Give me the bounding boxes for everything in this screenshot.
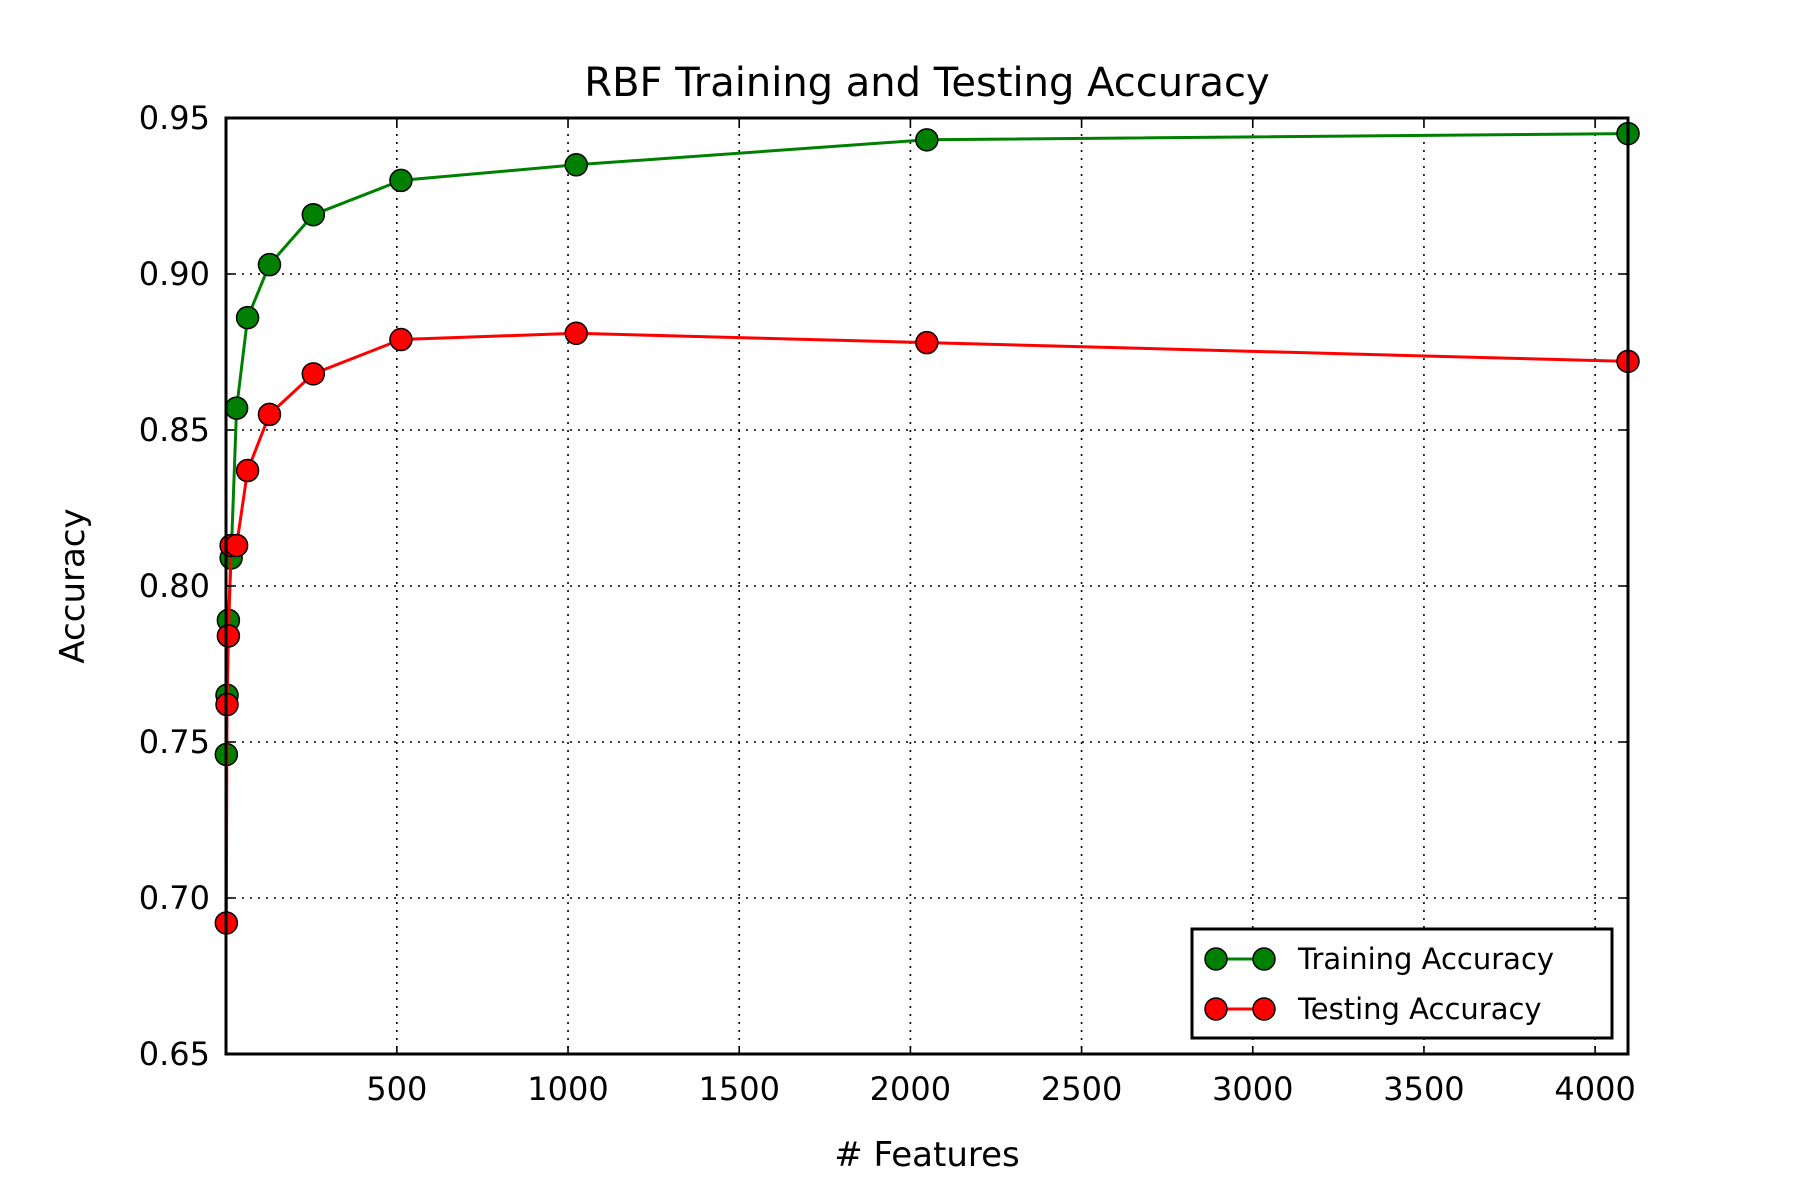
x-tick-label: 2500 [1041,1070,1122,1108]
series-line [224,331,1629,924]
legend-label: Training Accuracy [1297,942,1554,976]
data-point [257,402,282,427]
y-tick-label: 0.70 [139,879,210,917]
y-tick-label: 0.80 [139,567,210,605]
data-point [915,330,939,355]
data-point [224,396,249,420]
y-tick-label: 0.95 [139,99,210,137]
x-tick-label: 1500 [698,1070,779,1108]
y-axis-label: Accuracy [53,508,93,663]
y-tick-label: 0.65 [139,1035,210,1073]
x-axis-label: # Features [834,1135,1020,1175]
y-tick-label: 0.90 [139,255,210,293]
data-point [216,624,241,648]
legend: Training Accuracy Testing Accuracy [1190,927,1614,1040]
x-tick-label: 2000 [870,1070,951,1108]
x-tick-label: 3500 [1383,1070,1464,1108]
y-tick-label: 0.85 [139,411,210,449]
series-line [224,132,1629,755]
data-point [915,128,939,152]
data-point [301,202,326,227]
data-point [564,321,588,346]
tick-layer: 500 1000 1500 2000 2500 3000 3500 4000 0.65 0.70 0… [139,99,1636,1108]
legend-label: Testing Accuracy [1297,992,1542,1026]
data-point [564,153,588,177]
data-point [235,305,260,330]
legend-marker [1252,947,1276,971]
data-point [301,362,326,386]
legend-marker [1204,947,1228,971]
data-point [257,252,282,277]
data-point [224,533,249,558]
chart-title: RBF Training and Testing Accuracy [584,60,1269,106]
x-tick-label: 3000 [1212,1070,1293,1108]
y-tick-label: 0.75 [139,723,210,761]
legend-marker [1252,997,1276,1021]
series-layer [214,121,1640,935]
grid-lines [226,118,1628,1054]
data-point [389,168,413,193]
legend-marker [1204,997,1228,1021]
plot-frame [224,116,1630,1056]
x-tick-label: 500 [366,1070,427,1108]
data-point [235,458,260,483]
x-tick-label: 4000 [1554,1070,1635,1108]
x-tick-label: 1000 [527,1070,608,1108]
data-point [389,327,413,352]
